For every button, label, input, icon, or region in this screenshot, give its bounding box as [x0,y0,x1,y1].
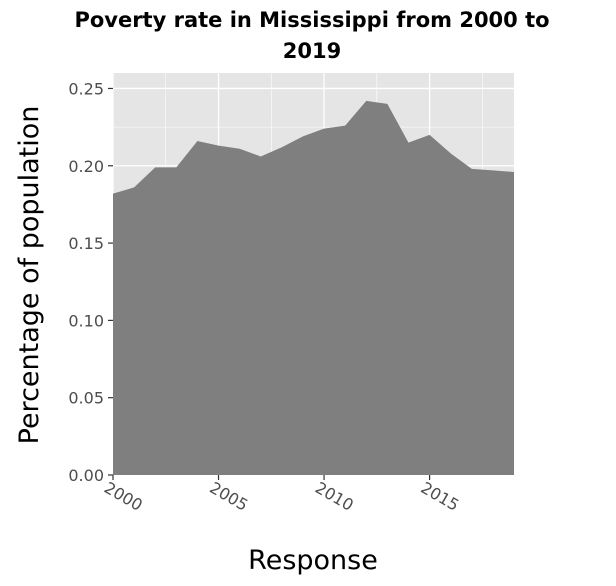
y-tick-label: 0.15 [68,234,104,253]
y-tick-label: 0.10 [68,311,104,330]
x-tick-label: 2015 [418,478,463,515]
area-series [113,100,514,475]
chart-title-line1: Poverty rate in Mississippi from 2000 to [74,8,549,32]
y-tick-label: 0.05 [68,389,104,408]
y-axis-label: Percentage of population [14,106,45,445]
x-axis-label: Response [248,545,378,576]
chart-title-line2: 2019 [283,39,341,63]
y-tick-label: 0.20 [68,157,104,176]
x-tick-label: 2010 [312,478,357,515]
x-tick-label: 2005 [207,478,252,515]
x-axis-ticks: 2000 2005 2010 2015 [101,475,462,515]
y-tick-label: 0.00 [68,466,104,485]
x-tick-label: 2000 [101,478,146,515]
y-axis-ticks: 0.00 0.05 0.10 0.15 0.20 0.25 [68,79,113,485]
y-tick-label: 0.25 [68,79,104,98]
